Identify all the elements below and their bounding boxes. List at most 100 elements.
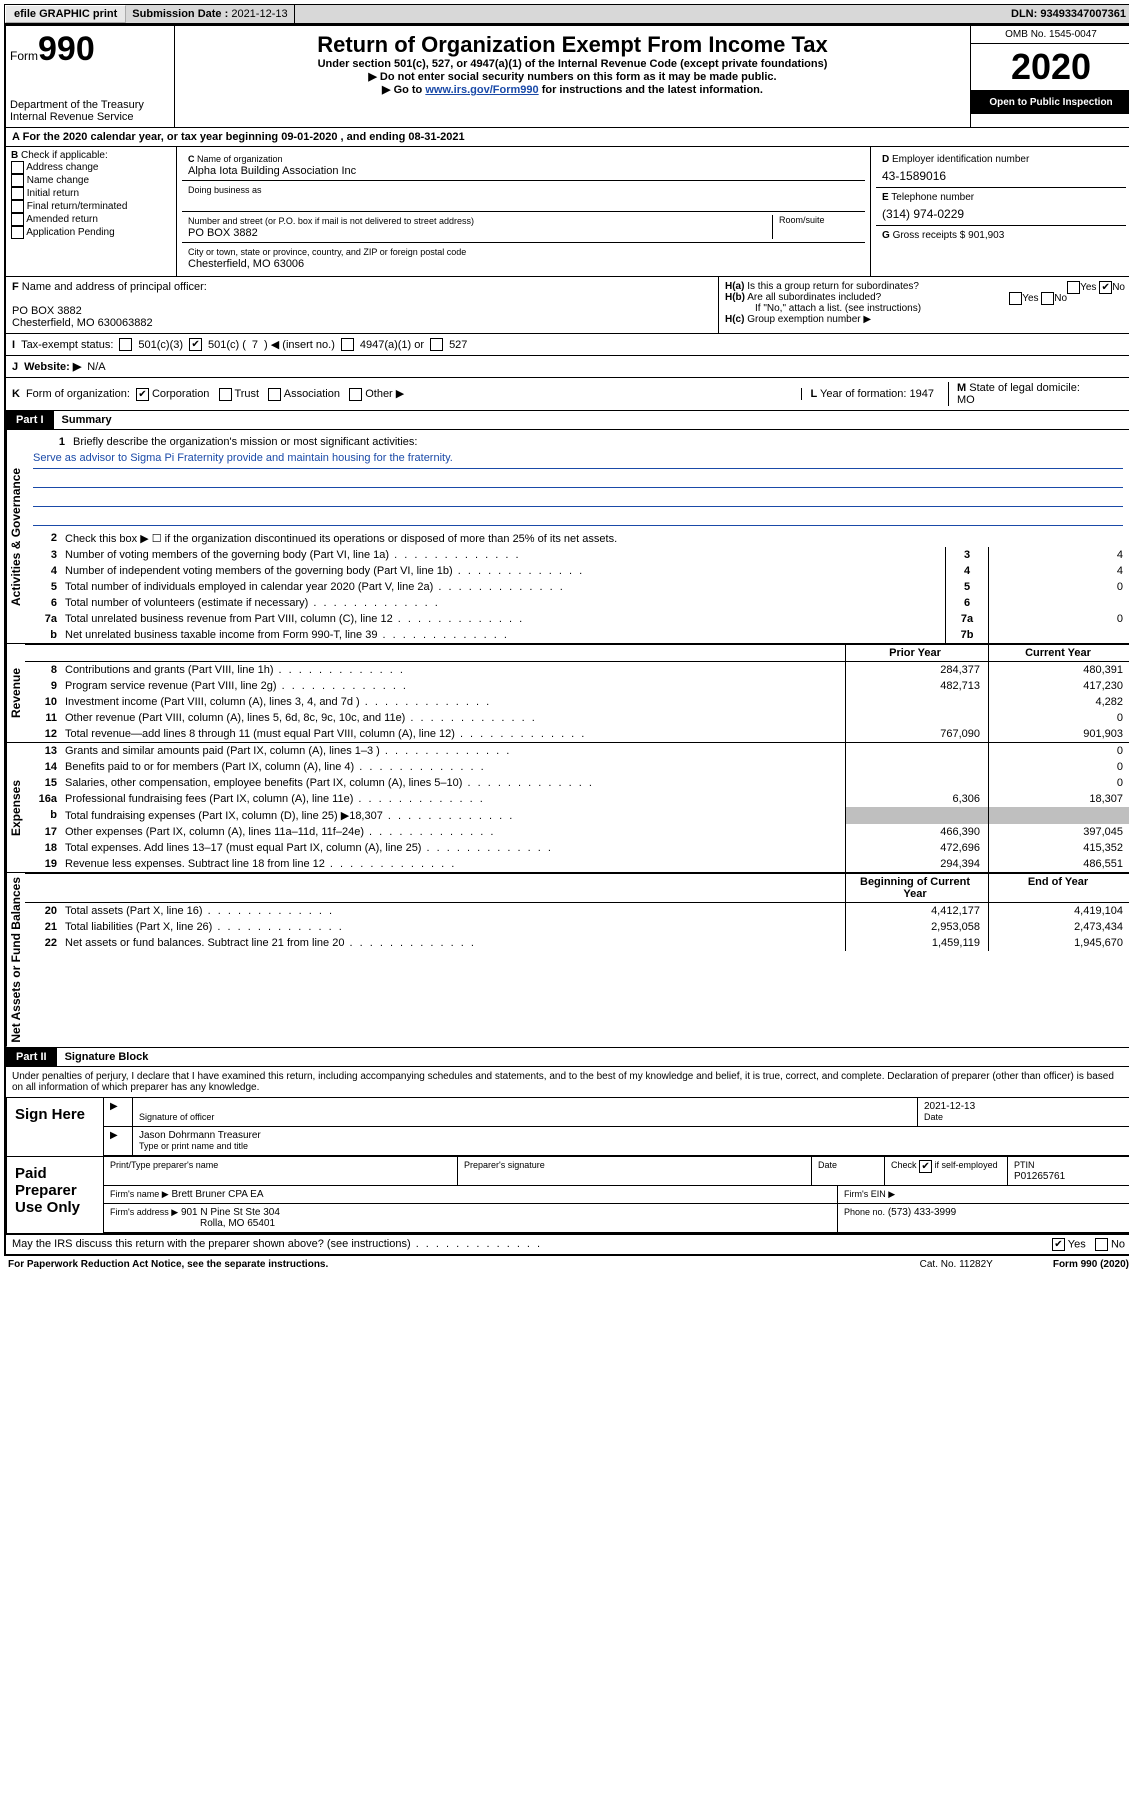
form-number-box: Form990 Department of the Treasury Inter…: [6, 26, 175, 127]
form-title-box: Return of Organization Exempt From Incom…: [175, 26, 970, 127]
table-row: 4Number of independent voting members of…: [25, 563, 1129, 579]
section-b-option[interactable]: Final return/terminated: [11, 200, 171, 213]
k-checkbox[interactable]: [268, 388, 281, 401]
rev-label: Revenue: [6, 644, 25, 742]
gross-receipts: 901,903: [968, 230, 1004, 241]
table-row: bNet unrelated business taxable income f…: [25, 627, 1129, 643]
form-header: Form990 Department of the Treasury Inter…: [6, 26, 1129, 128]
k-checkbox[interactable]: [349, 388, 362, 401]
table-row: 18Total expenses. Add lines 13–17 (must …: [25, 840, 1129, 856]
discuss-yes-checkbox[interactable]: [1052, 1238, 1065, 1251]
line-j: J Website: ▶ N/A: [6, 356, 1129, 378]
activities-governance: Activities & Governance 1Briefly describ…: [6, 430, 1129, 644]
officer-name: Jason Dohrmann Treasurer: [139, 1130, 261, 1141]
page-footer: For Paperwork Reduction Act Notice, see …: [4, 1256, 1129, 1273]
mission-block: 1Briefly describe the organization's mis…: [25, 430, 1129, 530]
year-box: OMB No. 1545-0047 2020 Open to Public In…: [970, 26, 1129, 127]
table-row: 10Investment income (Part VIII, column (…: [25, 694, 1129, 710]
arrow-icon: ▶: [104, 1127, 133, 1155]
form-container: Form990 Department of the Treasury Inter…: [4, 24, 1129, 1256]
527-checkbox[interactable]: [430, 338, 443, 351]
exp-table: 13Grants and similar amounts paid (Part …: [25, 743, 1129, 872]
table-row: bTotal fundraising expenses (Part IX, co…: [25, 807, 1129, 824]
part-i-header: Part ISummary: [6, 411, 1129, 430]
expenses-section: Expenses 13Grants and similar amounts pa…: [6, 743, 1129, 873]
section-b-option[interactable]: Address change: [11, 161, 171, 174]
entity-block: B Check if applicable: Address change Na…: [6, 147, 1129, 277]
gov-table: 2Check this box ▶ ☐ if the organization …: [25, 530, 1129, 643]
k-checkbox[interactable]: [219, 388, 232, 401]
table-row: 16aProfessional fundraising fees (Part I…: [25, 791, 1129, 807]
table-row: 6Total number of volunteers (estimate if…: [25, 595, 1129, 611]
street: PO BOX 3882: [188, 227, 258, 239]
section-g: G Gross receipts $ 901,903: [876, 226, 1126, 245]
section-e: E Telephone number(314) 974-0229: [876, 188, 1126, 226]
table-row: 17Other expenses (Part IX, column (A), l…: [25, 824, 1129, 840]
section-b-option[interactable]: Application Pending: [11, 226, 171, 239]
4947-checkbox[interactable]: [341, 338, 354, 351]
exp-label: Expenses: [6, 743, 25, 872]
k-checkbox[interactable]: [136, 388, 149, 401]
ha-no-checkbox[interactable]: [1099, 281, 1112, 294]
sign-here-block: Sign Here ▶ Signature of officer 2021-12…: [6, 1098, 1129, 1157]
ptin: P01265761: [1014, 1171, 1065, 1182]
501c3-checkbox[interactable]: [119, 338, 132, 351]
perjury-text: Under penalties of perjury, I declare th…: [6, 1067, 1129, 1098]
table-row: 7aTotal unrelated business revenue from …: [25, 611, 1129, 627]
section-c: C Name of organizationAlpha Iota Buildin…: [177, 147, 870, 276]
arrow-icon: ▶: [104, 1098, 133, 1126]
501c-checkbox[interactable]: [189, 338, 202, 351]
submission-date: Submission Date : 2021-12-13: [126, 5, 294, 23]
form-subtitle-3: Go to www.irs.gov/Form990 for instructio…: [181, 83, 964, 96]
line-i: I Tax-exempt status: 501(c)(3) 501(c) (7…: [6, 334, 1129, 356]
table-row: 8Contributions and grants (Part VIII, li…: [25, 662, 1129, 679]
section-b-option[interactable]: Amended return: [11, 213, 171, 226]
dept-label: Department of the Treasury Internal Reve…: [10, 99, 170, 123]
table-row: 5Total number of individuals employed in…: [25, 579, 1129, 595]
tax-year: 2020: [971, 44, 1129, 91]
phone: (314) 974-0229: [882, 203, 1120, 221]
section-h: H(a) Is this a group return for subordin…: [719, 277, 1129, 333]
form-subtitle-2: Do not enter social security numbers on …: [181, 70, 964, 83]
firm-name: Brett Bruner CPA EA: [171, 1189, 263, 1200]
na-table: Beginning of Current YearEnd of Year20To…: [25, 873, 1129, 951]
table-row: 20Total assets (Part X, line 16)4,412,17…: [25, 903, 1129, 920]
section-b: B Check if applicable: Address change Na…: [6, 147, 177, 276]
omb-number: OMB No. 1545-0047: [971, 26, 1129, 44]
self-employed-checkbox[interactable]: [919, 1160, 932, 1173]
discuss-no-checkbox[interactable]: [1095, 1238, 1108, 1251]
net-assets-section: Net Assets or Fund Balances Beginning of…: [6, 873, 1129, 1048]
form-title: Return of Organization Exempt From Incom…: [181, 32, 964, 58]
section-f: F Name and address of principal officer:…: [6, 277, 719, 333]
revenue-section: Revenue Prior YearCurrent Year8Contribut…: [6, 644, 1129, 743]
gov-label: Activities & Governance: [6, 430, 25, 643]
hb-no-checkbox[interactable]: [1041, 292, 1054, 305]
table-row: 2Check this box ▶ ☐ if the organization …: [25, 530, 1129, 547]
firm-phone: (573) 433-3999: [888, 1207, 956, 1218]
instructions-link[interactable]: www.irs.gov/Form990: [425, 84, 538, 96]
public-inspection: Open to Public Inspection: [971, 91, 1129, 114]
mission-text: Serve as advisor to Sigma Pi Fraternity …: [33, 450, 1123, 469]
line-k: K Form of organization: Corporation Trus…: [6, 378, 1129, 411]
table-row: 21Total liabilities (Part X, line 26)2,9…: [25, 919, 1129, 935]
table-row: 15Salaries, other compensation, employee…: [25, 775, 1129, 791]
dln: DLN: 93493347007361: [1005, 5, 1129, 23]
org-name: Alpha Iota Building Association Inc: [188, 165, 356, 177]
na-label: Net Assets or Fund Balances: [6, 873, 25, 1047]
website: N/A: [87, 361, 105, 373]
paid-preparer-block: Paid Preparer Use Only Print/Type prepar…: [6, 1157, 1129, 1234]
part-ii-header: Part IISignature Block: [6, 1048, 1129, 1067]
table-row: 9Program service revenue (Part VIII, lin…: [25, 678, 1129, 694]
table-row: 11Other revenue (Part VIII, column (A), …: [25, 710, 1129, 726]
table-row: 12Total revenue—add lines 8 through 11 (…: [25, 726, 1129, 742]
ha-yes-checkbox[interactable]: [1067, 281, 1080, 294]
table-row: 22Net assets or fund balances. Subtract …: [25, 935, 1129, 951]
hb-yes-checkbox[interactable]: [1009, 292, 1022, 305]
top-toolbar: efile GRAPHIC print Submission Date : 20…: [4, 4, 1129, 24]
line-a: A For the 2020 calendar year, or tax yea…: [6, 128, 1129, 147]
efile-button[interactable]: efile GRAPHIC print: [5, 5, 126, 23]
sign-here-label: Sign Here: [7, 1098, 104, 1156]
section-b-option[interactable]: Name change: [11, 174, 171, 187]
ein: 43-1589016: [882, 165, 1120, 183]
section-b-option[interactable]: Initial return: [11, 187, 171, 200]
